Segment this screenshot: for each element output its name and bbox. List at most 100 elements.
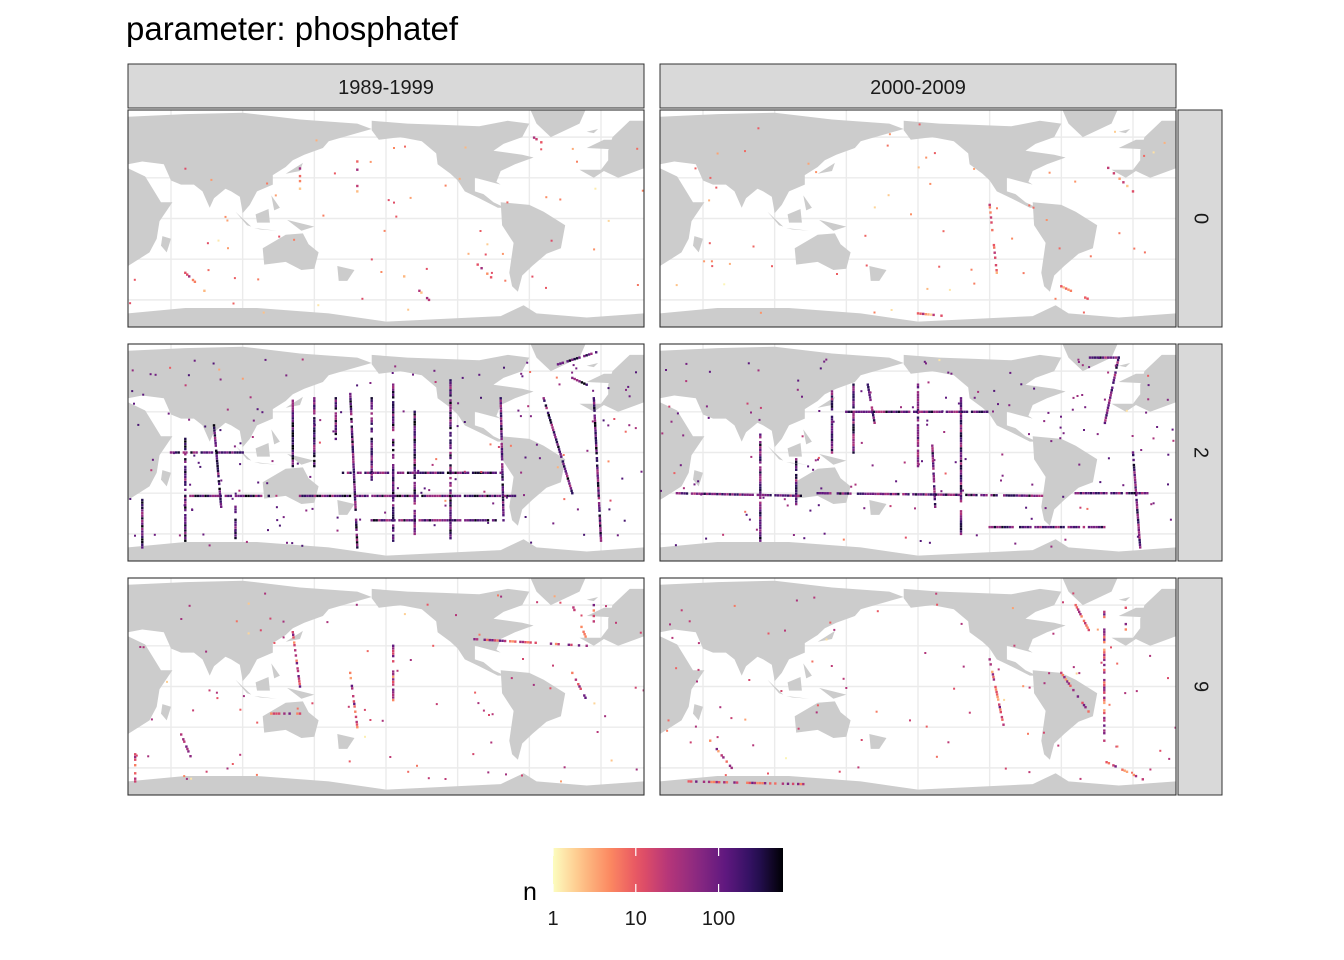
data-cell: [413, 474, 416, 477]
data-cell: [1103, 636, 1106, 639]
data-cell: [184, 494, 187, 498]
data-cell: [313, 427, 316, 430]
data-cell: [1000, 715, 1004, 719]
data-cell: [991, 228, 994, 232]
data-cell: [182, 451, 185, 454]
data-cell: [392, 680, 395, 684]
data-cell: [306, 494, 309, 498]
data-cell: [759, 448, 762, 451]
data-cell: [379, 471, 382, 474]
data-cell: [457, 402, 460, 405]
data-cell: [500, 427, 503, 430]
data-cell: [500, 453, 504, 456]
data-cell: [685, 362, 688, 365]
land-mass: [254, 228, 278, 231]
data-cell: [421, 471, 425, 474]
data-cell: [852, 438, 855, 442]
data-cell: [872, 419, 876, 422]
data-cell: [264, 358, 267, 361]
data-cell: [413, 494, 417, 498]
data-cell: [759, 524, 762, 527]
data-cell: [1060, 285, 1063, 288]
data-cell: [1107, 404, 1110, 407]
data-cell: [273, 642, 276, 644]
data-cell: [1086, 297, 1089, 300]
data-cell: [1140, 449, 1143, 451]
data-cell: [759, 446, 762, 449]
data-cell: [370, 453, 373, 456]
data-cell: [1105, 761, 1108, 764]
data-cell: [392, 539, 395, 542]
data-cell: [381, 494, 384, 498]
data-cell: [820, 487, 823, 490]
data-cell: [762, 496, 765, 499]
data-cell: [392, 406, 395, 409]
land-mass: [586, 363, 599, 368]
data-cell: [1103, 699, 1106, 702]
data-cell: [354, 503, 357, 506]
data-cell: [845, 687, 848, 689]
data-cell: [520, 372, 523, 375]
data-cell: [585, 644, 588, 647]
land-mass: [255, 209, 270, 223]
data-cell: [1110, 492, 1113, 495]
data-cell: [546, 411, 550, 415]
data-cell: [919, 312, 922, 315]
data-cell: [959, 404, 963, 407]
data-cell: [383, 494, 387, 498]
land-mass: [271, 429, 280, 445]
data-cell: [994, 256, 997, 259]
data-cell: [932, 313, 935, 317]
data-cell: [1107, 371, 1110, 374]
data-cell: [353, 498, 357, 501]
data-cell: [604, 715, 607, 718]
data-cell: [131, 390, 134, 393]
data-cell: [334, 412, 337, 415]
data-cell: [741, 493, 744, 496]
data-cell: [532, 136, 536, 139]
data-cell: [795, 492, 798, 495]
data-cell: [759, 493, 762, 497]
data-cell: [313, 422, 316, 425]
data-cell: [298, 167, 302, 170]
data-cell: [897, 410, 901, 413]
data-cell: [855, 410, 858, 413]
data-cell: [702, 780, 706, 783]
data-cell: [763, 782, 767, 785]
data-cell: [733, 604, 736, 607]
data-cell: [474, 519, 477, 522]
data-cell: [795, 599, 798, 602]
data-cell: [484, 253, 487, 256]
data-cell: [744, 150, 746, 153]
data-cell: [959, 485, 963, 488]
data-cell: [501, 478, 504, 481]
data-cell: [184, 521, 187, 525]
data-cell: [408, 519, 411, 522]
data-cell: [1047, 525, 1050, 529]
data-cell: [500, 458, 504, 461]
data-cell: [852, 428, 855, 432]
data-cell: [199, 465, 202, 468]
data-cell: [998, 703, 1001, 706]
data-cell: [291, 631, 294, 634]
data-cell: [965, 493, 968, 497]
data-cell: [429, 471, 432, 474]
data-cell: [355, 528, 358, 531]
data-cell: [590, 352, 593, 355]
data-cell: [334, 419, 337, 423]
data-cell: [873, 206, 876, 209]
data-cell: [392, 388, 395, 391]
data-cell: [134, 755, 137, 759]
data-cell: [413, 428, 416, 431]
data-cell: [584, 696, 587, 699]
data-cell: [852, 396, 855, 399]
data-cell: [860, 410, 863, 413]
data-cell: [449, 531, 452, 535]
data-cell: [392, 453, 395, 457]
data-cell: [795, 460, 798, 464]
data-cell: [595, 447, 598, 450]
data-cell: [932, 477, 936, 480]
data-cell: [852, 401, 855, 404]
data-cell: [501, 483, 504, 486]
data-cell: [204, 494, 207, 498]
